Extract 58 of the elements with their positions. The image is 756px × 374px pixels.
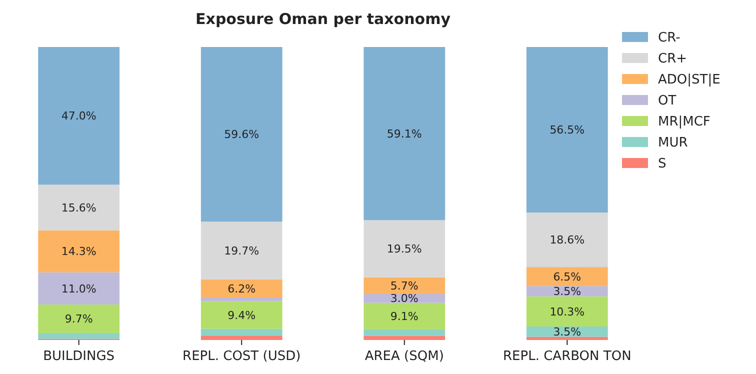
chart-title: Exposure Oman per taxonomy — [196, 10, 451, 28]
data-label: 11.0% — [61, 282, 96, 296]
legend-label: CR+ — [658, 52, 688, 67]
bar — [526, 326, 608, 337]
data-label: 19.7% — [224, 244, 260, 258]
data-label: 14.3% — [61, 245, 96, 258]
bar — [38, 304, 120, 333]
x-tick-label: REPL. CARBON TON — [503, 349, 632, 364]
data-label: 3.5% — [553, 285, 582, 298]
bar — [200, 328, 282, 336]
bar — [38, 332, 120, 339]
bar — [200, 222, 282, 280]
data-label: 19.5% — [386, 242, 422, 256]
bar — [364, 277, 446, 294]
bar — [200, 336, 282, 340]
legend-label: MUR — [658, 136, 688, 151]
data-label: 9.7% — [64, 312, 93, 326]
data-label: 3.0% — [390, 292, 418, 306]
data-label: 10.3% — [550, 305, 585, 318]
legend-label: OT — [658, 94, 676, 109]
bar — [200, 298, 282, 302]
bar — [526, 47, 608, 213]
x-tick-label: AREA (SQM) — [364, 349, 444, 364]
data-label: 59.1% — [386, 127, 422, 140]
x-tick-label: REPL. COST (USD) — [182, 349, 301, 364]
legend-label: MR|MCF — [658, 114, 710, 130]
bar — [526, 336, 608, 340]
data-label: 5.7% — [390, 280, 418, 292]
legend-label: ADO|ST|E — [658, 72, 720, 88]
legend-label: CR- — [658, 30, 681, 46]
bar — [526, 212, 608, 268]
bar — [364, 220, 446, 278]
bar — [364, 302, 446, 330]
bar — [200, 47, 282, 222]
bar — [200, 279, 282, 298]
data-label: 6.2% — [228, 282, 256, 296]
bar — [364, 47, 446, 220]
data-label: 47.0% — [61, 110, 96, 123]
bar — [364, 336, 446, 340]
bar — [526, 296, 608, 327]
bar — [38, 47, 120, 185]
data-label: 6.5% — [553, 270, 582, 284]
data-label: 18.6% — [550, 234, 585, 247]
data-label: 59.6% — [224, 128, 260, 142]
data-label: 3.5% — [553, 326, 582, 338]
data-label: 9.4% — [228, 308, 256, 322]
data-label: 56.5% — [550, 124, 585, 137]
bar — [38, 230, 120, 272]
bar — [526, 286, 608, 296]
bar — [38, 272, 120, 305]
bar — [364, 329, 446, 336]
bar — [38, 184, 120, 230]
data-label: 9.1% — [390, 310, 418, 323]
legend-label: S — [658, 156, 666, 172]
data-label: 15.6% — [61, 201, 96, 214]
bar — [526, 267, 608, 286]
x-tick-label: BUILDINGS — [43, 349, 115, 364]
bar — [200, 301, 282, 329]
